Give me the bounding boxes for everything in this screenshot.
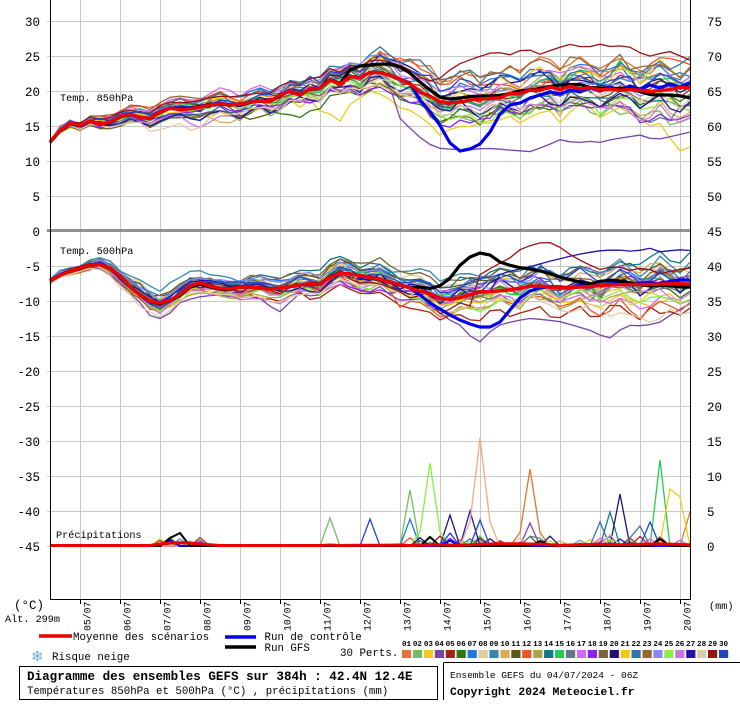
svg-text:Copyright 2024 Meteociel.fr: Copyright 2024 Meteociel.fr bbox=[450, 687, 635, 699]
svg-text:15: 15 bbox=[555, 641, 565, 649]
svg-text:25: 25 bbox=[25, 51, 40, 65]
svg-text:❄: ❄ bbox=[31, 650, 44, 667]
svg-text:20/07: 20/07 bbox=[683, 601, 694, 631]
svg-text:08: 08 bbox=[478, 641, 488, 649]
svg-text:-40: -40 bbox=[17, 506, 40, 520]
svg-text:-10: -10 bbox=[17, 296, 40, 310]
svg-text:18: 18 bbox=[588, 641, 598, 649]
svg-text:16/07: 16/07 bbox=[523, 601, 534, 631]
svg-text:20: 20 bbox=[25, 86, 40, 100]
svg-text:Run GFS: Run GFS bbox=[265, 643, 310, 655]
svg-text:12/07: 12/07 bbox=[363, 601, 374, 631]
svg-text:45: 45 bbox=[707, 226, 722, 240]
svg-text:Diagramme des ensembles GEFS s: Diagramme des ensembles GEFS sur 384h : … bbox=[27, 670, 413, 684]
svg-text:01: 01 bbox=[402, 641, 412, 649]
svg-text:17/07: 17/07 bbox=[563, 601, 574, 631]
svg-text:08/07: 08/07 bbox=[203, 601, 214, 631]
svg-text:26: 26 bbox=[675, 641, 685, 649]
svg-text:5: 5 bbox=[707, 506, 715, 520]
svg-text:07/07: 07/07 bbox=[163, 601, 174, 631]
svg-text:(°C): (°C) bbox=[14, 599, 44, 613]
svg-text:04: 04 bbox=[435, 641, 445, 649]
svg-text:19: 19 bbox=[599, 641, 609, 649]
svg-text:09/07: 09/07 bbox=[243, 601, 254, 631]
svg-text:05/07: 05/07 bbox=[83, 601, 94, 631]
svg-text:Alt. 299m: Alt. 299m bbox=[5, 614, 60, 626]
svg-text:0: 0 bbox=[707, 541, 715, 555]
svg-text:09: 09 bbox=[489, 641, 499, 649]
svg-text:0: 0 bbox=[32, 226, 40, 240]
svg-text:11/07: 11/07 bbox=[323, 601, 334, 631]
svg-text:5: 5 bbox=[32, 191, 40, 205]
svg-text:13: 13 bbox=[533, 641, 543, 649]
svg-text:27: 27 bbox=[686, 641, 696, 649]
svg-text:06/07: 06/07 bbox=[123, 601, 134, 631]
svg-text:07: 07 bbox=[468, 641, 478, 649]
svg-text:15: 15 bbox=[25, 121, 40, 135]
svg-text:18/07: 18/07 bbox=[603, 601, 614, 631]
svg-text:Moyenne des scénarios: Moyenne des scénarios bbox=[73, 632, 209, 644]
svg-text:50: 50 bbox=[707, 191, 722, 205]
svg-text:-45: -45 bbox=[17, 541, 40, 555]
svg-text:10: 10 bbox=[707, 471, 722, 485]
svg-text:65: 65 bbox=[707, 86, 722, 100]
svg-text:30: 30 bbox=[719, 641, 729, 649]
svg-text:(mm): (mm) bbox=[709, 601, 733, 613]
svg-text:30: 30 bbox=[707, 331, 722, 345]
svg-text:35: 35 bbox=[707, 296, 722, 310]
svg-text:25: 25 bbox=[664, 641, 674, 649]
svg-text:-30: -30 bbox=[17, 436, 40, 450]
svg-text:24: 24 bbox=[653, 641, 663, 649]
svg-text:40: 40 bbox=[707, 261, 722, 275]
svg-text:15: 15 bbox=[707, 436, 722, 450]
svg-text:60: 60 bbox=[707, 121, 722, 135]
svg-text:30: 30 bbox=[25, 16, 40, 30]
svg-text:14: 14 bbox=[544, 641, 554, 649]
svg-text:22: 22 bbox=[631, 641, 641, 649]
svg-text:23: 23 bbox=[642, 641, 652, 649]
svg-text:Temp. 850hPa: Temp. 850hPa bbox=[60, 93, 133, 105]
svg-text:06: 06 bbox=[457, 641, 467, 649]
svg-text:03: 03 bbox=[424, 641, 434, 649]
svg-text:20: 20 bbox=[610, 641, 620, 649]
svg-text:10: 10 bbox=[500, 641, 510, 649]
svg-text:29: 29 bbox=[708, 641, 718, 649]
svg-text:05: 05 bbox=[446, 641, 456, 649]
svg-text:-20: -20 bbox=[17, 366, 40, 380]
svg-text:75: 75 bbox=[707, 16, 722, 30]
svg-text:10/07: 10/07 bbox=[283, 601, 294, 631]
svg-text:19/07: 19/07 bbox=[643, 601, 654, 631]
svg-text:15/07: 15/07 bbox=[483, 601, 494, 631]
svg-text:Run de contrôle: Run de contrôle bbox=[265, 632, 362, 644]
svg-text:-5: -5 bbox=[25, 261, 40, 275]
svg-text:-35: -35 bbox=[17, 471, 40, 485]
svg-text:Temp. 500hPa: Temp. 500hPa bbox=[60, 246, 133, 258]
svg-text:28: 28 bbox=[697, 641, 707, 649]
svg-text:11: 11 bbox=[511, 641, 521, 649]
svg-text:30 Perts.: 30 Perts. bbox=[340, 648, 398, 660]
svg-text:-25: -25 bbox=[17, 401, 40, 415]
svg-text:12: 12 bbox=[522, 641, 532, 649]
svg-text:20: 20 bbox=[707, 401, 722, 415]
svg-text:16: 16 bbox=[566, 641, 576, 649]
svg-text:55: 55 bbox=[707, 156, 722, 170]
svg-text:Températures 850hPa et 500hPa: Températures 850hPa et 500hPa (°C) , pré… bbox=[27, 686, 388, 698]
svg-text:02: 02 bbox=[413, 641, 423, 649]
svg-text:14/07: 14/07 bbox=[443, 601, 454, 631]
svg-text:Ensemble GEFS du 04/07/2024 -: Ensemble GEFS du 04/07/2024 - 06Z bbox=[450, 670, 638, 681]
svg-text:21: 21 bbox=[621, 641, 631, 649]
svg-text:17: 17 bbox=[577, 641, 587, 649]
svg-text:70: 70 bbox=[707, 51, 722, 65]
svg-text:13/07: 13/07 bbox=[403, 601, 414, 631]
svg-text:25: 25 bbox=[707, 366, 722, 380]
svg-text:Précipitations: Précipitations bbox=[56, 530, 142, 542]
svg-text:10: 10 bbox=[25, 156, 40, 170]
svg-text:-15: -15 bbox=[17, 331, 40, 345]
svg-text:Risque neige: Risque neige bbox=[52, 652, 130, 664]
